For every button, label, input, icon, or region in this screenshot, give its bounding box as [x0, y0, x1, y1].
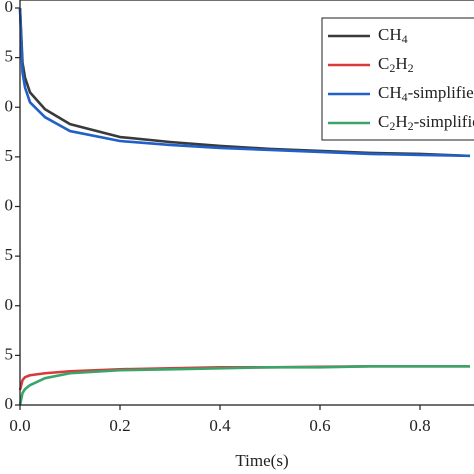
- x-tick-label: 0.4: [209, 416, 231, 435]
- plot-frame: [19, 0, 474, 406]
- y-tick-label: 0: [5, 295, 14, 314]
- legend-label: CH4-simplified: [378, 83, 474, 104]
- x-tick-label: 0.6: [309, 416, 330, 435]
- series-line: [18, 7, 471, 158]
- legend-label: C2H2-simplified: [378, 112, 474, 133]
- legend-box: [321, 17, 474, 141]
- y-tick-label: 5: [5, 146, 14, 165]
- y-tick-label: 5: [5, 47, 14, 66]
- x-tick-label: 0.2: [109, 416, 130, 435]
- legend-label: CH4: [378, 25, 408, 46]
- x-tick-label: 0.0: [9, 416, 30, 435]
- y-tick-label: 0: [5, 96, 14, 115]
- x-tick-label: 0.8: [409, 416, 430, 435]
- x-axis-label: Time(s): [235, 451, 288, 470]
- legend-label: C2H2: [378, 54, 414, 75]
- series-line: [18, 364, 470, 391]
- series-line: [18, 364, 470, 406]
- y-tick-label: 5: [5, 245, 14, 264]
- y-tick-label: 0: [5, 394, 14, 413]
- y-tick-label: 0: [5, 0, 14, 16]
- y-tick-label: 5: [5, 344, 14, 363]
- y-tick-label: 0: [5, 195, 14, 214]
